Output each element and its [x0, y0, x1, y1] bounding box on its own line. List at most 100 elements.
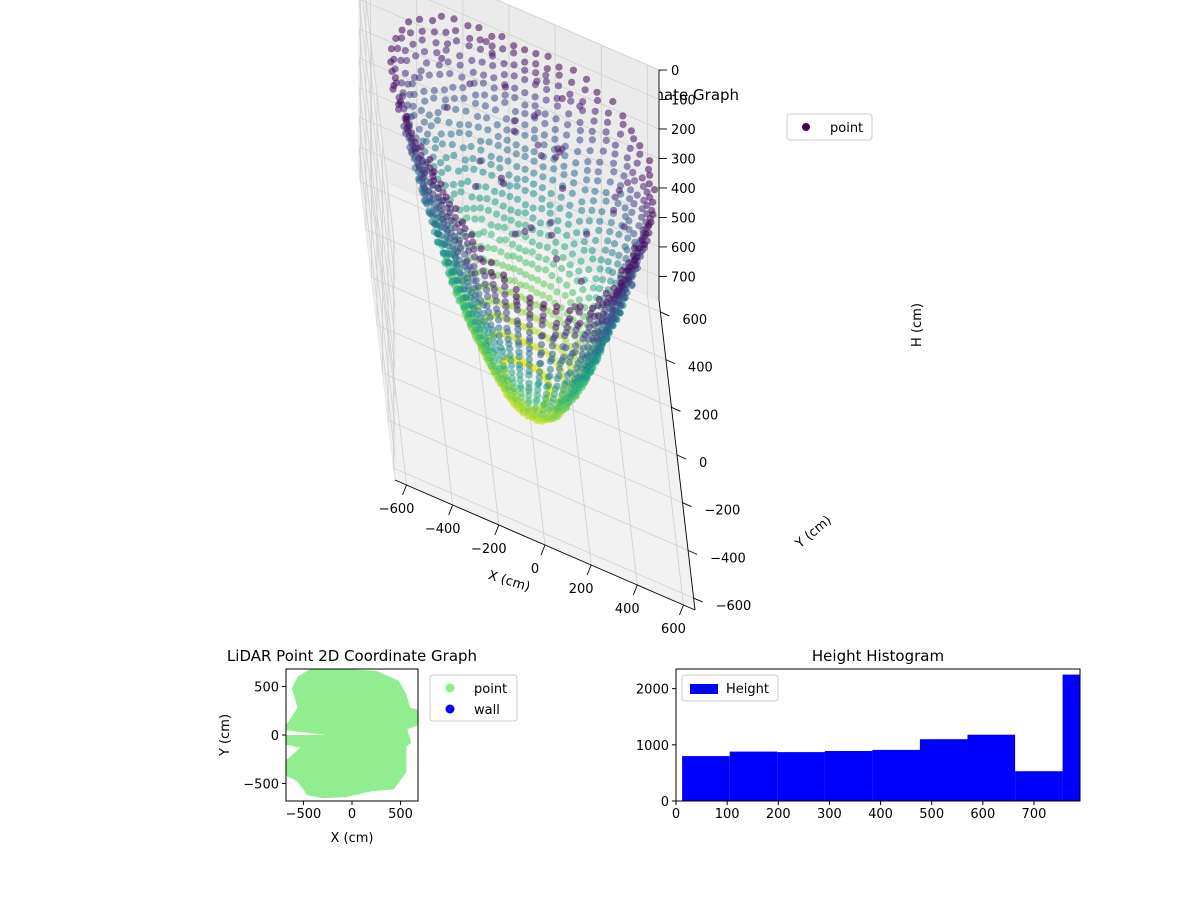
lidar-point-3d: [566, 201, 574, 209]
lidar-point-3d: [458, 73, 466, 81]
lidar-point-3d: [459, 84, 467, 92]
lidar-point-3d: [481, 102, 489, 110]
lidar-point-3d: [575, 267, 583, 275]
lidar-point-3d: [577, 257, 585, 265]
grid-z-left: [358, 57, 396, 368]
lidar-point-3d: [415, 125, 423, 133]
lidar-point-3d: [484, 244, 492, 252]
lidar-point-3d: [504, 335, 512, 343]
lidar-point-3d: [401, 47, 409, 55]
plot2d-x-tick-label: −500: [286, 807, 322, 822]
lidar-point-3d: [464, 282, 473, 290]
lidar-point-3d: [498, 33, 506, 41]
lidar-point-3d: [530, 112, 538, 120]
lidar-point-3d: [580, 246, 588, 254]
lidar-point-3d: [570, 169, 579, 177]
lidar-point-3d: [537, 152, 545, 160]
lidar-point-3d: [397, 34, 406, 42]
lidar-point-3d: [501, 298, 509, 306]
lidar-point-3d: [503, 146, 511, 154]
lidar-point-3d: [564, 121, 572, 129]
lidar-point-3d: [488, 171, 496, 179]
lidar-point-3d: [417, 143, 425, 151]
lidar-point-3d: [577, 372, 585, 380]
grid-z-back: [358, 28, 660, 159]
lidar-point-3d: [437, 180, 445, 188]
lidar-point-3d: [496, 155, 504, 163]
legend-2d-wall-label: wall: [474, 703, 500, 718]
lidar-point-3d: [588, 206, 596, 215]
lidar-point-3d: [530, 180, 538, 188]
scatter-3d-plot: LiDAR Point 3D Coordinate Graph −600−400…: [358, 0, 925, 637]
lidar-point-3d: [574, 148, 582, 156]
lidar-point-3d: [487, 321, 495, 329]
legend-3d: point: [786, 113, 873, 141]
lidar-point-3d: [553, 319, 561, 327]
lidar-point-3d: [573, 229, 581, 237]
lidar-point-3d: [504, 157, 512, 165]
lidar-point-3d: [500, 271, 508, 279]
lidar-point-3d: [575, 308, 583, 316]
lidar-point-3d: [506, 192, 514, 201]
lidar-point-3d: [521, 227, 529, 236]
legend-hist-frame: [681, 674, 779, 702]
lidar-point-3d: [532, 50, 540, 58]
lidar-point-3d: [595, 312, 603, 320]
lidar-point-3d: [571, 348, 579, 356]
lidar-point-3d: [501, 282, 509, 290]
lidar-point-3d: [487, 221, 495, 229]
lidar-point-3d: [479, 168, 487, 176]
lidar-point-3d: [597, 256, 605, 264]
lidar-point-3d: [487, 268, 495, 277]
lidar-point-3d: [496, 164, 504, 172]
lidar-point-3d: [527, 224, 535, 232]
lidar-point-3d: [470, 165, 478, 173]
lidar-point-3d: [512, 141, 520, 149]
x-tick-label-3d: −600: [379, 502, 415, 517]
lidar-point-3d: [621, 204, 629, 212]
lidar-point-3d: [505, 171, 513, 179]
lidar-point-3d: [450, 151, 458, 159]
y-tick-label-3d: −200: [705, 504, 741, 519]
lidar-point-3d: [575, 217, 584, 225]
grid-z-left: [358, 146, 396, 457]
lidar-point-3d: [512, 286, 520, 294]
lidar-point-3d: [491, 292, 499, 300]
lidar-point-3d: [527, 285, 536, 293]
lidar-point-3d: [409, 40, 417, 48]
grid-z-left: [358, 28, 396, 339]
lidar-point-3d: [530, 157, 538, 165]
lidar-point-3d: [553, 102, 562, 110]
lidar-point-3d: [547, 282, 555, 291]
lidar-point-3d: [480, 317, 488, 325]
lidar-point-3d: [591, 321, 599, 329]
hist-x-tick-label: 200: [766, 807, 791, 822]
lidar-point-3d: [530, 148, 538, 156]
lidar-point-3d: [521, 110, 529, 118]
lidar-point-3d: [541, 110, 549, 118]
lidar-point-3d: [429, 17, 437, 25]
lidar-point-3d: [438, 54, 446, 63]
lidar-point-3d: [603, 118, 612, 126]
lidar-point-3d: [499, 202, 507, 210]
lidar-point-3d: [511, 94, 519, 102]
lidar-point-3d: [418, 27, 426, 35]
lidar-point-3d: [431, 144, 439, 152]
lidar-point-3d: [525, 367, 533, 375]
lidar-point-3d: [420, 87, 428, 95]
lidar-point-3d: [609, 97, 617, 106]
lidar-point-3d: [615, 230, 623, 239]
lidar-point-3d: [430, 176, 438, 185]
hist-y-tick-label: 0: [661, 795, 669, 810]
lidar-point-3d: [526, 321, 534, 329]
lidar-point-3d: [598, 208, 606, 216]
histogram-bars: [682, 674, 1080, 801]
lidar-point-3d: [430, 168, 438, 176]
lidar-point-3d: [420, 118, 428, 126]
lidar-point-3d: [533, 77, 541, 85]
histogram-bar: [872, 749, 920, 801]
lidar-point-3d: [421, 97, 429, 105]
lidar-point-3d: [518, 399, 526, 407]
lidar-point-3d: [440, 86, 448, 94]
plot2d-x-tick-label: 500: [388, 807, 413, 822]
